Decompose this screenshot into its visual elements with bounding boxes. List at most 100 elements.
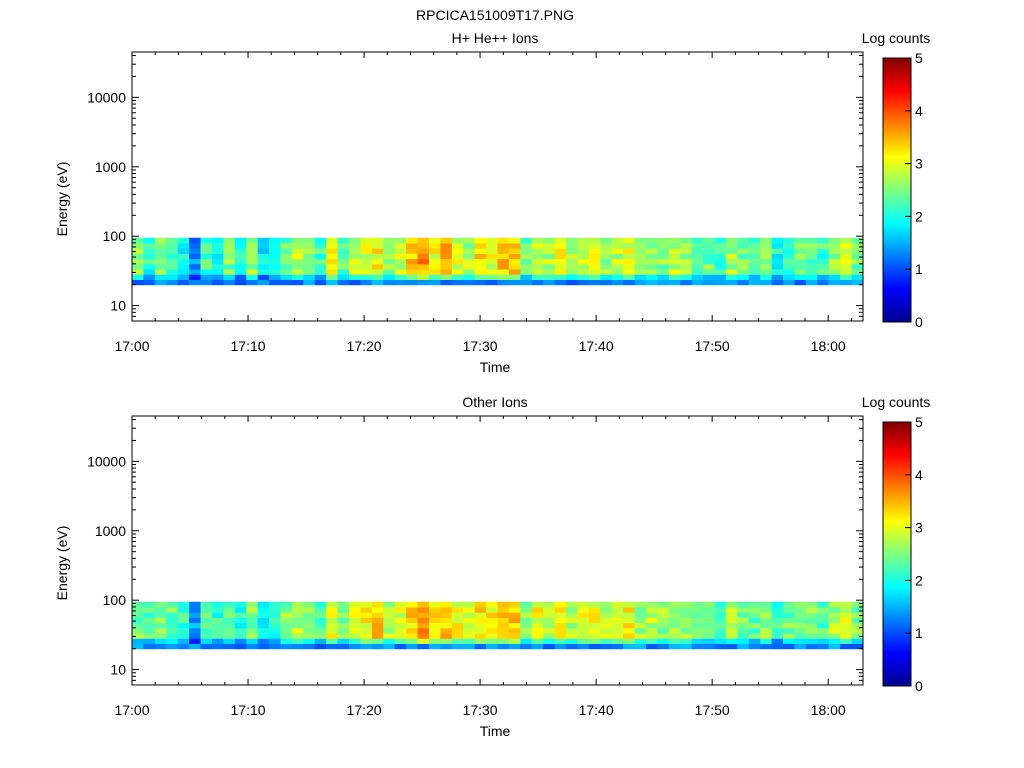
heatmap-cell bbox=[691, 627, 704, 634]
heatmap-cell bbox=[303, 274, 316, 280]
heatmap-cell bbox=[577, 612, 590, 618]
heatmap-cell bbox=[451, 258, 464, 265]
heatmap-cell bbox=[383, 242, 396, 249]
heatmap-cell bbox=[737, 269, 750, 275]
y-axis-label: Energy (eV) bbox=[54, 526, 70, 601]
heatmap-cell bbox=[623, 601, 636, 608]
heatmap-cell bbox=[611, 601, 624, 608]
heatmap-cell bbox=[714, 643, 727, 650]
heatmap-cell bbox=[417, 622, 430, 629]
heatmap-cell bbox=[737, 279, 750, 286]
heatmap-cell bbox=[851, 612, 864, 618]
heatmap-cell bbox=[725, 258, 738, 265]
heatmap-cell bbox=[554, 253, 567, 260]
colorbar-tick-label: 4 bbox=[915, 467, 923, 483]
heatmap-cell bbox=[189, 612, 202, 618]
heatmap-cell bbox=[463, 253, 476, 260]
heatmap-cell bbox=[440, 263, 453, 270]
heatmap-cell bbox=[645, 612, 658, 618]
heatmap-cell bbox=[691, 274, 704, 280]
heatmap-cell bbox=[451, 242, 464, 249]
heatmap-cell bbox=[508, 237, 521, 244]
heatmap-cell bbox=[463, 242, 476, 249]
heatmap-cell bbox=[463, 237, 476, 244]
heatmap-cell bbox=[725, 269, 738, 275]
heatmap-cell bbox=[177, 258, 190, 265]
heatmap-cell bbox=[520, 263, 533, 270]
heatmap-cell bbox=[703, 258, 716, 265]
heatmap-cell bbox=[805, 274, 818, 280]
heatmap-cell bbox=[840, 601, 853, 608]
heatmap-cell bbox=[623, 237, 636, 244]
heatmap-cell bbox=[817, 612, 830, 618]
heatmap-cell bbox=[223, 258, 236, 265]
heatmap-cell bbox=[189, 258, 202, 265]
heatmap-cell bbox=[783, 279, 795, 286]
heatmap-cell bbox=[748, 606, 761, 613]
heatmap-cell bbox=[394, 606, 407, 613]
heatmap-cell bbox=[223, 617, 236, 624]
heatmap-cell bbox=[269, 258, 281, 265]
heatmap-cell bbox=[349, 253, 361, 260]
heatmap-cell bbox=[349, 237, 361, 244]
heatmap-cell bbox=[497, 248, 510, 254]
heatmap-cell bbox=[406, 627, 419, 634]
heatmap-cell bbox=[143, 633, 156, 639]
heatmap-cell bbox=[417, 601, 430, 608]
heatmap-cell bbox=[817, 242, 830, 249]
heatmap-cell bbox=[143, 601, 156, 608]
heatmap-cell bbox=[200, 643, 213, 650]
heatmap-cell bbox=[760, 269, 773, 275]
heatmap-cell bbox=[794, 622, 807, 629]
heatmap-cell bbox=[634, 242, 647, 249]
heatmap-cell bbox=[497, 263, 510, 270]
heatmap-cell bbox=[611, 253, 624, 260]
heatmap-cell bbox=[246, 601, 259, 608]
heatmap-cell bbox=[543, 622, 556, 629]
heatmap-cell bbox=[543, 606, 556, 613]
heatmap-cell bbox=[508, 601, 521, 608]
heatmap-cell bbox=[223, 237, 236, 244]
heatmap-cell bbox=[668, 269, 681, 275]
heatmap-cell bbox=[269, 606, 281, 613]
heatmap-cell bbox=[783, 612, 795, 618]
heatmap-cell bbox=[223, 274, 236, 280]
heatmap-cell bbox=[406, 258, 419, 265]
heatmap-cell bbox=[508, 622, 521, 629]
heatmap-cell bbox=[851, 601, 864, 608]
heatmap-cell bbox=[314, 627, 327, 634]
heatmap-cell bbox=[851, 279, 864, 286]
heatmap-cell bbox=[725, 248, 738, 254]
heatmap-cell bbox=[588, 638, 601, 644]
heatmap-cell bbox=[748, 601, 761, 608]
heatmap-cell bbox=[200, 606, 213, 613]
heatmap-cell bbox=[132, 612, 144, 618]
heatmap-cell bbox=[200, 263, 213, 270]
heatmap-cell bbox=[680, 269, 693, 275]
heatmap-cell bbox=[634, 274, 647, 280]
heatmap-cell bbox=[577, 269, 590, 275]
heatmap-cell bbox=[760, 612, 773, 618]
heatmap-cell bbox=[314, 248, 327, 254]
heatmap-cell bbox=[428, 279, 441, 286]
heatmap-cell bbox=[269, 622, 281, 629]
heatmap-cell bbox=[451, 617, 464, 624]
heatmap-cell bbox=[668, 638, 681, 644]
heatmap-cell bbox=[234, 601, 247, 608]
heatmap-cell bbox=[143, 643, 156, 650]
heatmap-cell bbox=[748, 643, 761, 650]
heatmap-cell bbox=[577, 617, 590, 624]
heatmap-cell bbox=[154, 622, 167, 629]
heatmap-cell bbox=[394, 242, 407, 249]
heatmap-cell bbox=[234, 612, 247, 618]
heatmap-cell bbox=[588, 643, 601, 650]
heatmap-cell bbox=[497, 643, 510, 650]
heatmap-cell bbox=[189, 606, 202, 613]
heatmap-cell bbox=[588, 279, 601, 286]
heatmap-cell bbox=[566, 274, 578, 280]
heatmap-cell bbox=[337, 622, 350, 629]
heatmap-cell bbox=[611, 622, 624, 629]
heatmap-cell bbox=[600, 248, 613, 254]
heatmap-cell bbox=[805, 643, 818, 650]
heatmap-cell bbox=[737, 606, 750, 613]
